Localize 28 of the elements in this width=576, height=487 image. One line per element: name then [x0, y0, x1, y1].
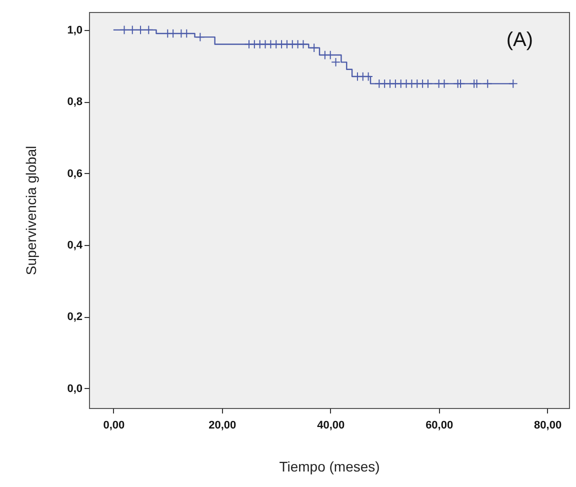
- point: [331, 57, 340, 67]
- x-axis-title: Tiempo (meses): [279, 458, 380, 474]
- y-tick-label: 1,0: [67, 24, 82, 36]
- text: (A): [506, 29, 533, 51]
- point: [482, 78, 492, 88]
- point: [456, 78, 466, 88]
- y-tick-label: 0,2: [67, 311, 82, 324]
- point: [136, 25, 146, 35]
- point: [309, 43, 319, 53]
- point: [144, 25, 154, 35]
- y-tick-label: 0,0: [67, 382, 82, 395]
- x-tick-label: 80,00: [534, 420, 562, 432]
- point: [128, 25, 138, 35]
- point: [196, 32, 205, 42]
- x-tick-label: 20,00: [208, 420, 236, 432]
- point: [508, 78, 518, 88]
- y-tick-label: 0,6: [67, 168, 82, 180]
- point: [120, 25, 129, 35]
- y-tick-label: 0,4: [67, 239, 84, 252]
- point: [440, 78, 449, 88]
- y-tick-label: 0,8: [67, 96, 82, 108]
- point: [423, 78, 433, 88]
- point: [298, 40, 308, 49]
- point: [472, 78, 482, 88]
- y-axis-title: Supervivencia global: [23, 146, 40, 276]
- x-tick-label: 40,00: [317, 420, 345, 432]
- x-tick-label: 60,00: [426, 420, 454, 432]
- x-tick-label: 0,00: [103, 420, 125, 432]
